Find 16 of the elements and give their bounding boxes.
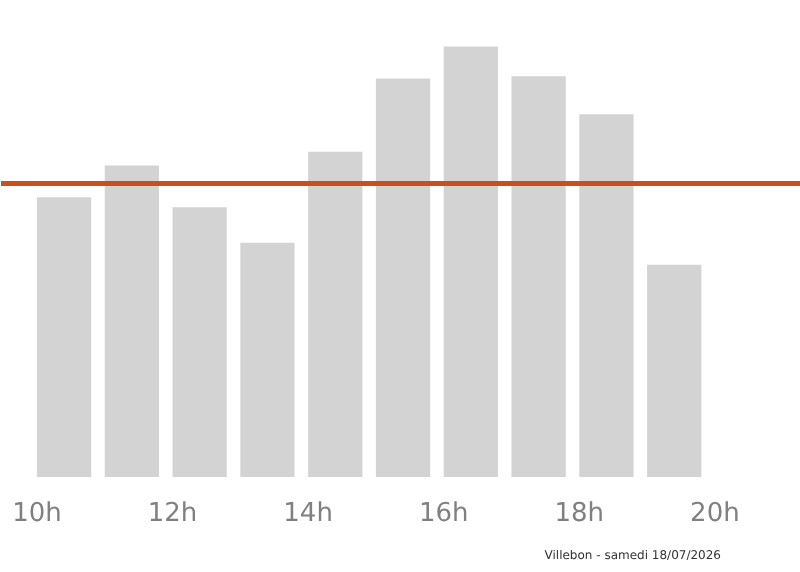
x-tick-label: 14h — [283, 499, 333, 529]
x-tick-label: 16h — [418, 499, 469, 529]
x-tick-label: 10h — [12, 499, 62, 529]
x-tick-label: 18h — [554, 499, 605, 529]
bar — [172, 207, 227, 477]
bar — [104, 165, 159, 477]
bar — [36, 197, 92, 477]
bar — [647, 264, 702, 477]
bar — [240, 242, 295, 477]
bar — [511, 76, 566, 477]
bar — [443, 46, 498, 477]
bar — [375, 78, 431, 477]
bar — [579, 114, 634, 477]
x-tick-label: 12h — [147, 499, 198, 529]
bar — [308, 151, 363, 477]
x-tick-label: 20h — [690, 499, 740, 529]
